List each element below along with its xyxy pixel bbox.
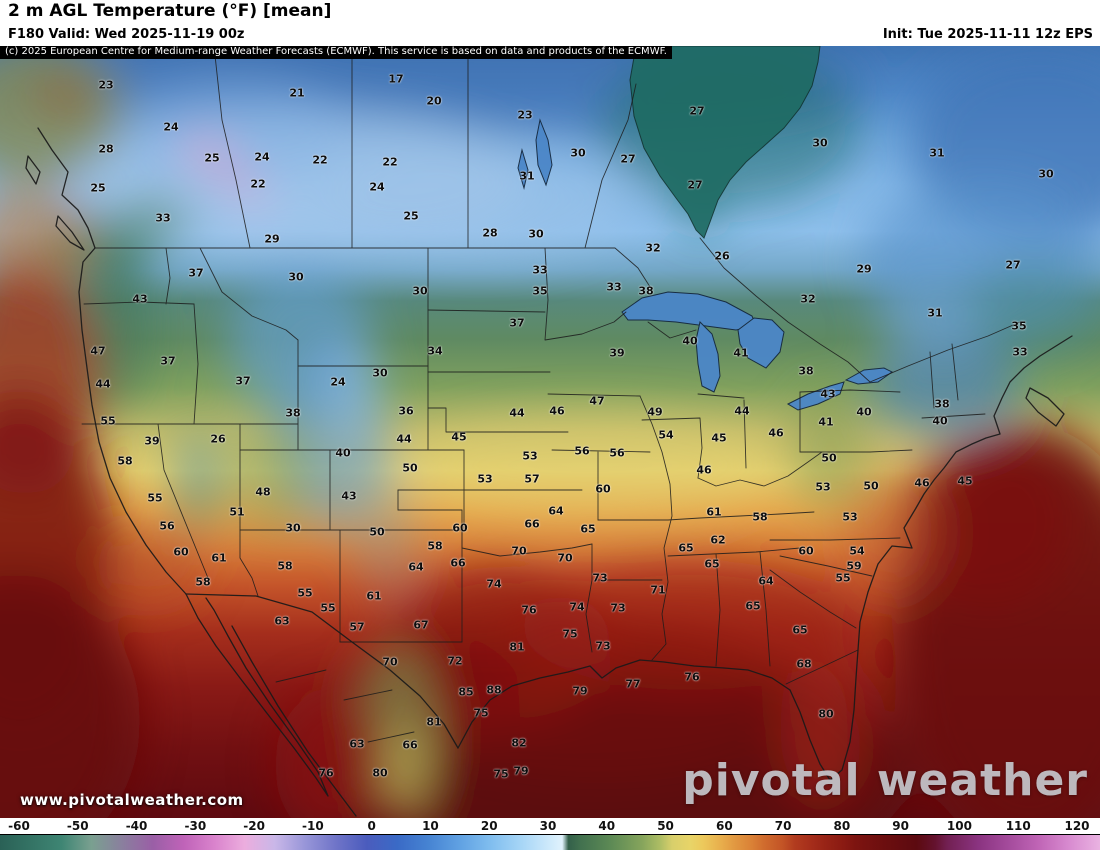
pivotal-weather-logo: pivotal weather (682, 755, 1088, 806)
colorbar-tick: 0 (367, 819, 376, 833)
colorbar-tick: 20 (480, 819, 498, 833)
colorbar-tick: 70 (774, 819, 792, 833)
colorbar-tick: 120 (1064, 819, 1090, 833)
colorbar-tick: -40 (125, 819, 148, 833)
colorbar-tick: 30 (539, 819, 557, 833)
hudson-bay (629, 46, 821, 239)
colorbar-tick: -60 (8, 819, 30, 833)
lakes (517, 118, 893, 411)
colorbar-tick: -20 (243, 819, 265, 833)
colorbar-tick: 40 (598, 819, 616, 833)
colorbar-tick: -30 (184, 819, 207, 833)
init-time-label: Init: Tue 2025-11-11 12z EPS (882, 27, 1093, 42)
colorbar-tick: -50 (66, 819, 89, 833)
political-borders (81, 46, 1021, 743)
colorbar-tick: 110 (1005, 819, 1031, 833)
colorbar-tick: 50 (657, 819, 674, 833)
colorbar-ticks: -60 -50 -40 -30 -20 -10 0 10 20 30 40 50 60 70 80 90 100… (0, 818, 1100, 834)
coastlines (25, 127, 1073, 817)
colorbar-tick: 80 (833, 819, 851, 833)
valid-time-label: F180 Valid: Wed 2025-11-19 00z (8, 27, 245, 42)
colorbar-gradient (0, 834, 1100, 850)
colorbar-tick: 90 (892, 819, 910, 833)
colorbar-tick: 10 (422, 819, 439, 833)
watermark-url: www.pivotalweather.com (20, 791, 244, 809)
copyright-banner: (c) 2025 European Centre for Medium-rang… (0, 46, 672, 59)
colorbar: -60 -50 -40 -30 -20 -10 0 10 20 30 40 50 60 70 80 90 100… (0, 818, 1100, 850)
page-title: 2 m AGL Temperature (°F) [mean] (8, 1, 332, 21)
temperature-map (0, 46, 1100, 818)
colorbar-tick: -10 (302, 819, 324, 833)
map-svg (0, 46, 1100, 818)
colorbar-tick: 100 (946, 819, 972, 833)
colorbar-tick: 60 (715, 819, 733, 833)
